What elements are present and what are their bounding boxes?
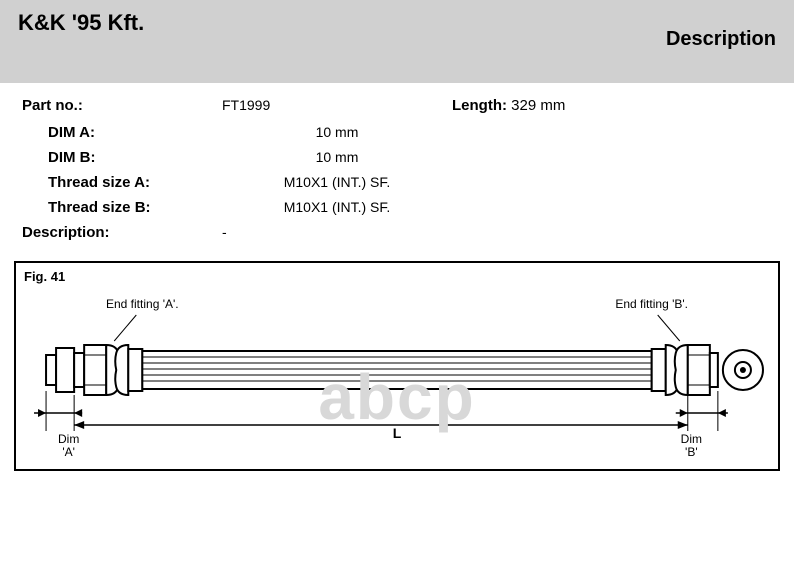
figure-box: Fig. 41 End fitting 'A'. End fitting 'B'… xyxy=(14,261,780,471)
dim-a-label: DIM A: xyxy=(22,124,222,141)
thread-b-label: Thread size B: xyxy=(22,199,222,216)
thread-b-value: M10X1 (INT.) SF. xyxy=(222,199,452,215)
length-value: 329 mm xyxy=(511,97,565,114)
length-cell: Length: 329 mm xyxy=(452,97,565,114)
header-band: K&K '95 Kft. Description xyxy=(0,0,794,83)
partno-label: Part no.: xyxy=(22,97,222,114)
dim-a-marker: Dim 'A' xyxy=(58,433,79,459)
row-thread-b: Thread size B: M10X1 (INT.) SF. xyxy=(22,199,776,216)
thread-a-label: Thread size A: xyxy=(22,174,222,191)
dim-a-text2: 'A' xyxy=(62,445,75,459)
figure-label: Fig. 41 xyxy=(24,269,65,284)
description-value: - xyxy=(222,224,452,240)
length-marker: L xyxy=(393,425,402,441)
partno-value: FT1999 xyxy=(222,97,452,113)
dim-a-text1: Dim xyxy=(58,432,79,446)
length-label: Length: xyxy=(452,97,507,114)
dim-b-value: 10 mm xyxy=(222,149,452,165)
dim-b-label: DIM B: xyxy=(22,149,222,166)
section-title: Description xyxy=(666,28,776,51)
dim-a-value: 10 mm xyxy=(222,124,452,140)
row-dim-a: DIM A: 10 mm xyxy=(22,124,776,141)
row-dim-b: DIM B: 10 mm xyxy=(22,149,776,166)
dim-b-marker: Dim 'B' xyxy=(681,433,702,459)
row-partno: Part no.: FT1999 Length: 329 mm xyxy=(22,97,776,114)
thread-a-value: M10X1 (INT.) SF. xyxy=(222,174,452,190)
dim-b-text2: 'B' xyxy=(685,445,698,459)
end-fitting-b-label: End fitting 'B'. xyxy=(615,297,688,311)
dim-b-text1: Dim xyxy=(681,432,702,446)
row-description: Description: - xyxy=(22,224,776,241)
spec-block: Part no.: FT1999 Length: 329 mm DIM A: 1… xyxy=(0,83,794,255)
end-fitting-a-label: End fitting 'A'. xyxy=(106,297,179,311)
row-thread-a: Thread size A: M10X1 (INT.) SF. xyxy=(22,174,776,191)
company-title: K&K '95 Kft. xyxy=(18,10,144,36)
description-label: Description: xyxy=(22,224,222,241)
